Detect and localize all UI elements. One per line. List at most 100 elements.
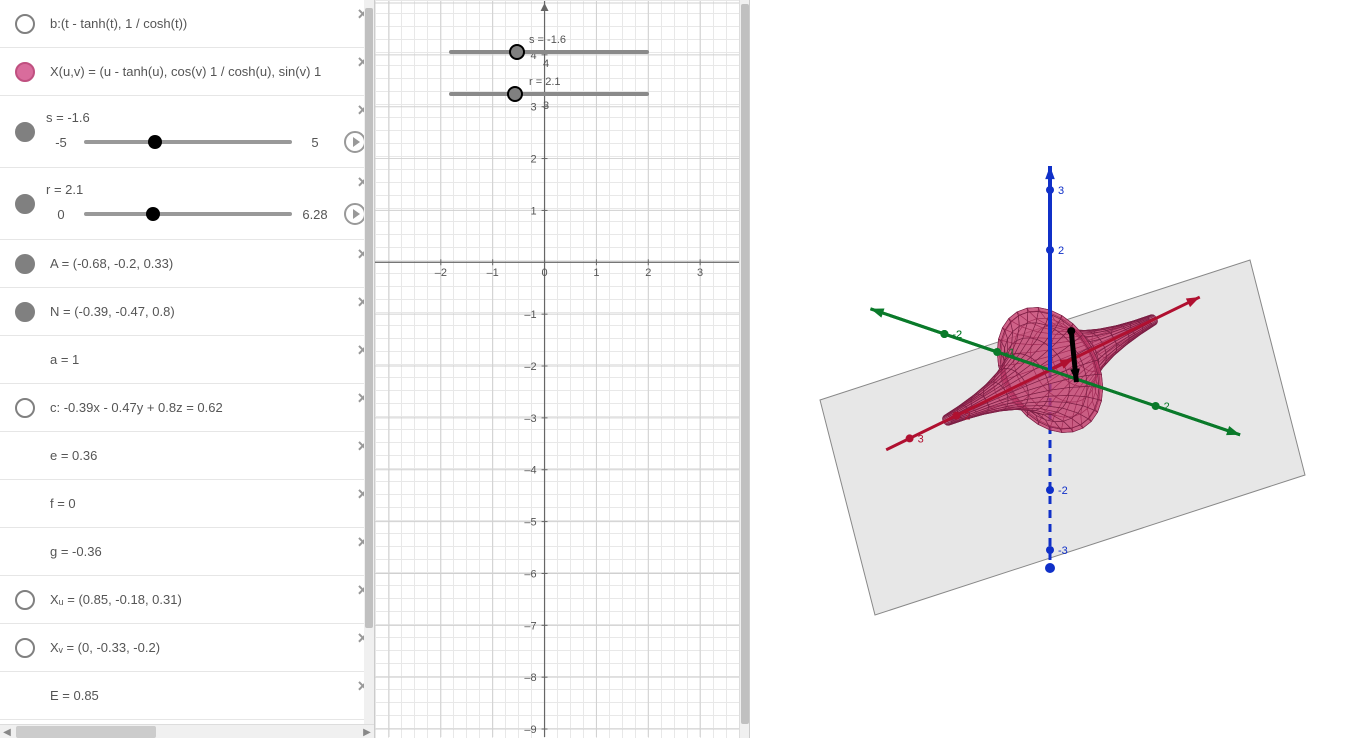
- algebra-item-row[interactable]: a = 1×: [0, 336, 374, 384]
- svg-text:2: 2: [1164, 401, 1170, 413]
- graph-slider-track[interactable]: [449, 50, 649, 54]
- play-icon[interactable]: [344, 131, 366, 153]
- algebra-item-row[interactable]: b:(t - tanh(t), 1 / cosh(t))×: [0, 0, 374, 48]
- graph2d-panel[interactable]: –2–101234321–1–2–3–4–5–6–7–8–9 s = -1.64…: [375, 0, 750, 738]
- toggle-circle-icon[interactable]: [15, 62, 35, 82]
- algebra-expression[interactable]: Xᵥ = (0, -0.33, -0.2): [46, 634, 374, 661]
- svg-text:–2: –2: [435, 267, 447, 279]
- svg-text:–1: –1: [487, 267, 499, 279]
- svg-text:3: 3: [697, 267, 703, 279]
- toggle-circle-icon[interactable]: [15, 302, 35, 322]
- graph2d-vscroll-thumb[interactable]: [741, 4, 749, 724]
- algebra-slider-body: r = 2.1 0 6.28: [46, 168, 374, 239]
- toggle-circle-icon[interactable]: [15, 194, 35, 214]
- slider-value-label: r = 2.1: [46, 182, 366, 197]
- graph-slider[interactable]: r = 2.13: [449, 92, 649, 96]
- svg-text:-2: -2: [952, 329, 962, 341]
- svg-text:3: 3: [530, 102, 536, 114]
- toggle-circle-icon[interactable]: [15, 254, 35, 274]
- visibility-toggle[interactable]: [4, 302, 46, 322]
- view3d-panel[interactable]: 32-2-3232-2-1-2: [750, 0, 1347, 738]
- algebra-expression[interactable]: c: -0.39x - 0.47y + 0.8z = 0.62: [46, 394, 374, 421]
- play-icon[interactable]: [344, 203, 366, 225]
- visibility-toggle[interactable]: [4, 168, 46, 239]
- algebra-item-row[interactable]: A = (-0.68, -0.2, 0.33)×: [0, 240, 374, 288]
- toggle-circle-icon[interactable]: [15, 122, 35, 142]
- algebra-item-row[interactable]: f = 0×: [0, 480, 374, 528]
- algebra-item-row[interactable]: g = -0.36×: [0, 528, 374, 576]
- visibility-toggle[interactable]: [4, 62, 46, 82]
- svg-text:–3: –3: [524, 413, 536, 425]
- svg-text:–5: –5: [524, 517, 536, 529]
- app-root: b:(t - tanh(t), 1 / cosh(t))× X(u,v) = (u…: [0, 0, 1347, 738]
- algebra-panel: b:(t - tanh(t), 1 / cosh(t))× X(u,v) = (u…: [0, 0, 375, 738]
- algebra-vscroll-thumb[interactable]: [365, 8, 373, 628]
- algebra-expression[interactable]: X(u,v) = (u - tanh(u), cos(v) 1 / cosh(u…: [46, 58, 374, 85]
- slider-min-label: 0: [46, 207, 76, 222]
- toggle-circle-icon[interactable]: [15, 14, 35, 34]
- algebra-vscroll[interactable]: [364, 0, 374, 724]
- graph-slider-track[interactable]: [449, 92, 649, 96]
- algebra-expression[interactable]: e = 0.36: [46, 442, 374, 469]
- algebra-expression[interactable]: f = 0: [46, 490, 374, 517]
- svg-text:-2: -2: [1058, 485, 1068, 497]
- algebra-item-row[interactable]: Xᵥ = (0, -0.33, -0.2)×: [0, 624, 374, 672]
- toggle-circle-icon[interactable]: [15, 398, 35, 418]
- visibility-toggle[interactable]: [4, 14, 46, 34]
- slider-knob[interactable]: [146, 207, 160, 221]
- algebra-item-row[interactable]: E = 0.85×: [0, 672, 374, 720]
- svg-text:–7: –7: [524, 620, 536, 632]
- slider-max-label: 5: [300, 135, 330, 150]
- slider-track-wrap: -5 5: [46, 131, 366, 153]
- graph-slider-knob[interactable]: [509, 44, 525, 60]
- visibility-toggle[interactable]: [4, 590, 46, 610]
- algebra-expression[interactable]: a = 1: [46, 346, 374, 373]
- algebra-slider-row[interactable]: s = -1.6-55×: [0, 96, 374, 168]
- toggle-circle-icon[interactable]: [15, 638, 35, 658]
- graph-slider-label: s = -1.6: [529, 34, 566, 46]
- algebra-item-row[interactable]: e = 0.36×: [0, 432, 374, 480]
- algebra-hscroll[interactable]: ◀ ▶: [0, 724, 374, 738]
- svg-text:–6: –6: [524, 568, 536, 580]
- slider-track[interactable]: [84, 212, 292, 216]
- svg-text:3: 3: [918, 433, 924, 445]
- hscroll-right-icon[interactable]: ▶: [360, 725, 374, 738]
- graph-slider-knob[interactable]: [507, 86, 523, 102]
- svg-text:1: 1: [593, 267, 599, 279]
- visibility-toggle[interactable]: [4, 254, 46, 274]
- algebra-expression[interactable]: b:(t - tanh(t), 1 / cosh(t)): [46, 10, 374, 37]
- algebra-expression[interactable]: A = (-0.68, -0.2, 0.33): [46, 250, 374, 277]
- svg-text:0: 0: [541, 267, 547, 279]
- algebra-item-row[interactable]: Xᵤ = (0.85, -0.18, 0.31)×: [0, 576, 374, 624]
- toggle-circle-icon[interactable]: [15, 590, 35, 610]
- slider-max-label: 6.28: [300, 207, 330, 222]
- graph-slider-center-label: 3: [543, 100, 549, 112]
- algebra-hscroll-thumb[interactable]: [16, 726, 156, 738]
- graph2d-svg: –2–101234321–1–2–3–4–5–6–7–8–9: [375, 0, 749, 738]
- algebra-expression[interactable]: E = 0.85: [46, 682, 374, 709]
- algebra-item-row[interactable]: c: -0.39x - 0.47y + 0.8z = 0.62×: [0, 384, 374, 432]
- algebra-slider-row[interactable]: r = 2.106.28×: [0, 168, 374, 240]
- algebra-expression[interactable]: Xᵤ = (0.85, -0.18, 0.31): [46, 586, 374, 613]
- algebra-slider-body: s = -1.6-55: [46, 96, 374, 167]
- graph2d-vscroll[interactable]: [739, 0, 749, 738]
- svg-text:2: 2: [645, 267, 651, 279]
- slider-knob[interactable]: [148, 135, 162, 149]
- algebra-expression[interactable]: g = -0.36: [46, 538, 374, 565]
- algebra-item-row[interactable]: N = (-0.39, -0.47, 0.8)×: [0, 288, 374, 336]
- slider-min-label: -5: [46, 135, 76, 150]
- visibility-toggle[interactable]: [4, 96, 46, 167]
- slider-track[interactable]: [84, 140, 292, 144]
- visibility-toggle[interactable]: [4, 638, 46, 658]
- hscroll-left-icon[interactable]: ◀: [0, 725, 14, 738]
- svg-text:–1: –1: [524, 309, 536, 321]
- graph-slider-label: r = 2.1: [529, 76, 561, 88]
- algebra-item-row[interactable]: X(u,v) = (u - tanh(u), cos(v) 1 / cosh(u…: [0, 48, 374, 96]
- svg-text:-1: -1: [1005, 347, 1015, 359]
- svg-text:1: 1: [530, 205, 536, 217]
- algebra-expression[interactable]: N = (-0.39, -0.47, 0.8): [46, 298, 374, 325]
- svg-text:2: 2: [1058, 245, 1064, 257]
- graph-slider[interactable]: s = -1.64: [449, 50, 649, 54]
- visibility-toggle[interactable]: [4, 398, 46, 418]
- algebra-list[interactable]: b:(t - tanh(t), 1 / cosh(t))× X(u,v) = (u…: [0, 0, 374, 724]
